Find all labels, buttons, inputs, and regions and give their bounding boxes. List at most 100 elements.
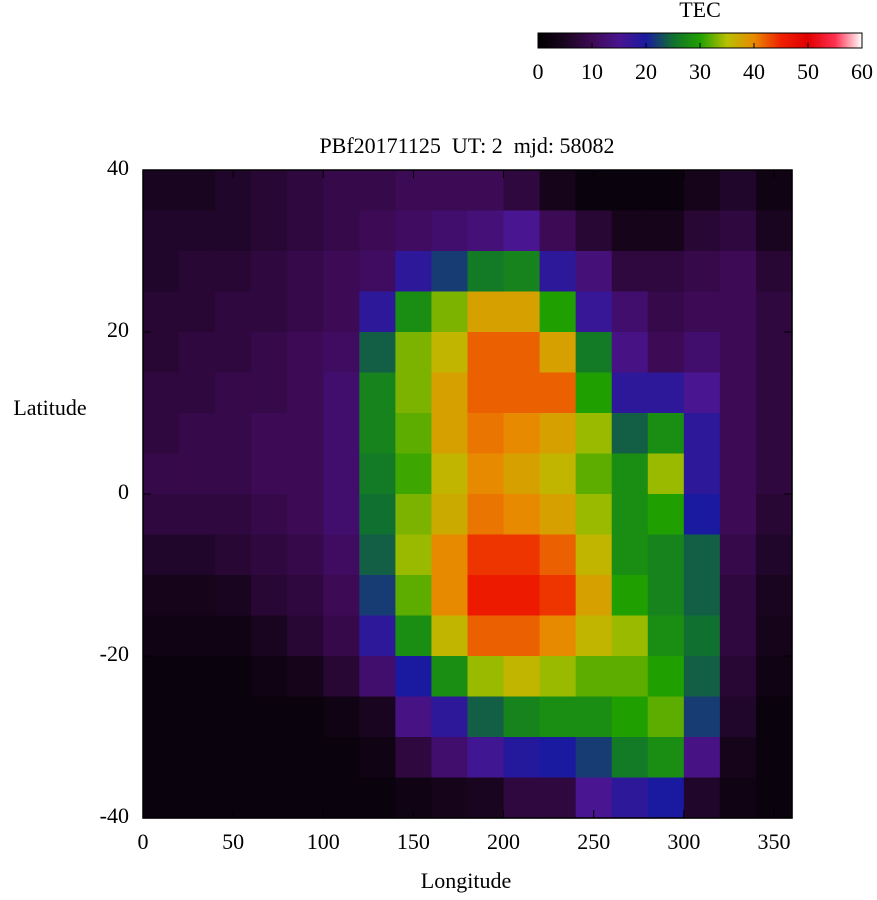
heatmap-cell	[683, 413, 721, 455]
heatmap-cell	[251, 251, 288, 293]
heatmap-cell	[611, 453, 649, 495]
heatmap-cell	[539, 615, 577, 657]
heatmap-cell	[647, 777, 685, 819]
heatmap-cell	[575, 413, 613, 455]
heatmap-cell	[467, 210, 505, 252]
heatmap-cell	[179, 737, 216, 779]
heatmap-cell	[683, 575, 721, 617]
heatmap-cell	[647, 737, 685, 779]
heatmap-cell	[179, 291, 216, 333]
heatmap-cell	[323, 615, 360, 657]
y-tick-label: 40	[107, 155, 129, 180]
y-axis-label: Latitude	[13, 395, 86, 420]
heatmap-cell	[323, 372, 360, 414]
heatmap-cell	[719, 534, 757, 576]
heatmap-cell	[251, 656, 288, 698]
x-tick-label: 50	[222, 829, 244, 854]
heatmap-cell	[431, 494, 469, 536]
heatmap-cell	[359, 291, 396, 333]
heatmap-cell	[575, 615, 613, 657]
heatmap-cell	[467, 777, 505, 819]
heatmap-cell	[467, 494, 505, 536]
heatmap-cell	[719, 210, 757, 252]
heatmap-cell	[647, 372, 685, 414]
heatmap-cell	[539, 332, 577, 374]
heatmap-cell	[647, 453, 685, 495]
heatmap-cell	[251, 737, 288, 779]
colorbar-tick-label: 0	[533, 59, 544, 84]
heatmap-cell	[503, 291, 541, 333]
heatmap-cell	[179, 413, 216, 455]
heatmap-cell	[143, 453, 180, 495]
heatmap-cell	[719, 170, 757, 212]
heatmap-cell	[539, 210, 577, 252]
heatmap-cell	[287, 332, 324, 374]
heatmap-cell	[143, 777, 180, 819]
heatmap-cell	[503, 575, 541, 617]
heatmap-cell	[755, 251, 793, 293]
heatmap-cell	[755, 737, 793, 779]
heatmap-cell	[431, 170, 469, 212]
heatmap-cell	[179, 656, 216, 698]
heatmap-cell	[467, 372, 505, 414]
heatmap-cell	[503, 615, 541, 657]
heatmap-cell	[503, 332, 541, 374]
heatmap-cell	[683, 656, 721, 698]
heatmap-cell	[755, 210, 793, 252]
heatmap-cell	[683, 737, 721, 779]
heatmap-cell	[395, 413, 433, 455]
heatmap-cell	[647, 494, 685, 536]
heatmap-cell	[467, 251, 505, 293]
heatmap-cell	[395, 575, 433, 617]
heatmap-cell	[719, 696, 757, 738]
heatmap-cell	[179, 210, 216, 252]
heatmap-cell	[719, 615, 757, 657]
heatmap-cell	[251, 332, 288, 374]
heatmap-cell	[503, 656, 541, 698]
heatmap-cell	[719, 413, 757, 455]
heatmap-cell	[719, 575, 757, 617]
heatmap-cell	[287, 291, 324, 333]
heatmap-cell	[143, 332, 180, 374]
heatmap-cell	[467, 534, 505, 576]
x-tick-label: 250	[577, 829, 610, 854]
heatmap-cell	[143, 737, 180, 779]
heatmap-cell	[323, 453, 360, 495]
heatmap-cell	[179, 534, 216, 576]
heatmap-cell	[251, 210, 288, 252]
heatmap-cells	[143, 170, 793, 819]
heatmap-cell	[647, 332, 685, 374]
heatmap-cell	[359, 210, 396, 252]
heatmap-cell	[323, 291, 360, 333]
heatmap-cell	[395, 372, 433, 414]
heatmap-cell	[683, 332, 721, 374]
heatmap-cell	[467, 291, 505, 333]
heatmap-cell	[647, 251, 685, 293]
heatmap-cell	[143, 210, 180, 252]
heatmap-cell	[539, 534, 577, 576]
heatmap-cell	[359, 413, 396, 455]
heatmap-cell	[755, 615, 793, 657]
heatmap-cell	[215, 210, 252, 252]
heatmap-cell	[647, 413, 685, 455]
heatmap-cell	[215, 413, 252, 455]
heatmap-cell	[251, 575, 288, 617]
heatmap-cell	[683, 251, 721, 293]
heatmap-cell	[611, 696, 649, 738]
heatmap-cell	[503, 777, 541, 819]
heatmap-cell	[395, 453, 433, 495]
x-tick-label: 100	[307, 829, 340, 854]
heatmap-cell	[431, 372, 469, 414]
heatmap-cell	[503, 251, 541, 293]
heatmap-cell	[215, 615, 252, 657]
heatmap-cell	[251, 777, 288, 819]
heatmap-cell	[683, 615, 721, 657]
heatmap-cell	[287, 251, 324, 293]
heatmap-cell	[395, 737, 433, 779]
heatmap-cell	[683, 453, 721, 495]
heatmap-cell	[359, 251, 396, 293]
heatmap-cell	[359, 615, 396, 657]
heatmap-cell	[359, 696, 396, 738]
heatmap-cell	[359, 170, 396, 212]
